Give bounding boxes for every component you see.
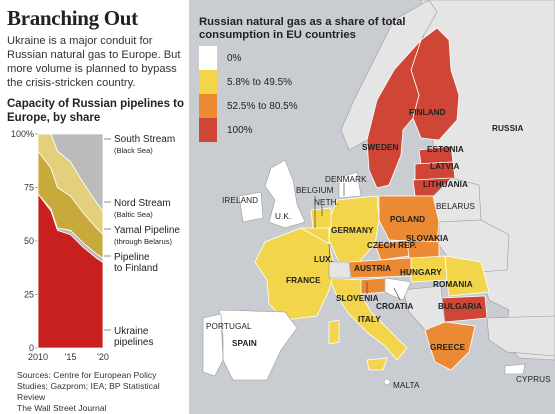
netherlands-shape [310,207,332,229]
y-axis-ticks: 100% 75 50 25 0 [11,129,38,353]
legend-label: 5.8% to 49.5% [227,76,293,88]
slovenia-shape [358,277,386,295]
label-slovenia: SLOVENIA [336,294,379,303]
croatia-shape [384,277,412,301]
label-neth: NETH. [314,198,340,207]
ireland-shape [238,191,264,223]
label-latvia: LATVIA [430,162,460,171]
label-czech: CZECH REP. [367,241,417,250]
label-malta: MALTA [393,381,420,390]
x-tick-label: '20 [97,352,109,362]
legend-label: 100% [227,124,253,136]
chart-areas [37,133,104,349]
legend-swatch [199,118,217,142]
greece-shape [424,321,476,371]
south-stream-label: South Stream [114,134,175,145]
label-germany: GERMANY [331,226,374,235]
romania-shape [444,255,490,297]
legend-swatch [199,46,217,70]
label-belgium: BELGIUM [296,186,334,195]
y-tick-label: 50 [24,236,34,246]
map-legend: 0% 5.8% to 49.5% 52.5% to 80.5% 100% [199,46,319,142]
lux-leader [328,243,331,259]
label-france: FRANCE [286,276,321,285]
spain-shape [218,309,298,381]
yamal-label: (through Belarus) [114,237,172,246]
x-tick-label: 2010 [28,352,48,362]
area-south-stream [38,133,104,213]
label-lux: LUX. [314,255,334,264]
france-shape [254,227,336,321]
croatia-leader [393,287,401,301]
turkey-shape [486,315,555,357]
finland-pipeline-label: to Finland [114,263,158,274]
label-russia: RUSSIA [492,124,524,133]
label-hungary: HUNGARY [400,268,442,277]
legend-label: 52.5% to 80.5% [227,100,298,112]
finland-pipeline-label: Pipeline [114,252,150,263]
x-tick-label: '15 [65,352,77,362]
left-panel: Branching Out Ukraine is a major conduit… [0,0,187,414]
label-sweden: SWEDEN [362,143,399,152]
label-finland: FINLAND [409,108,446,117]
label-italy: ITALY [358,315,381,324]
legend-swatch [199,94,217,118]
legend-label: 0% [227,52,242,64]
label-bulgaria: BULGARIA [438,302,483,311]
south-stream-label: (Black Sea) [114,146,153,155]
pipeline-share-chart: 100% 75 50 25 0 2010 '15 '20 South Stream(Blac… [11,129,180,362]
switzerland-shape [328,261,352,279]
y-tick-label: 0 [29,343,34,353]
map-legend-title: Russian natural gas as a share of total … [199,16,406,41]
y-tick-label: 100% [11,129,34,139]
legend-item-0: 0% [199,46,319,70]
label-slovakia: SLOVAKIA [406,234,449,243]
label-greece: GREECE [430,343,466,352]
legend-swatch [199,70,217,94]
ukraine-label: Ukraine [114,326,149,337]
label-cyprus: CYPRUS [516,375,551,384]
page-title: Branching Out [7,6,138,30]
label-estonia: ESTONIA [427,145,464,154]
series-labels: South Stream(Black Sea) Nord Stream(Balti… [104,134,180,348]
nord-stream-label: (Baltic Sea) [114,210,153,219]
cyprus-shape [504,363,526,375]
label-croatia: CROATIA [376,302,414,311]
label-romania: ROMANIA [433,280,473,289]
label-belarus: BELARUS [436,202,475,211]
legend-item-3: 100% [199,118,319,142]
uk-shape [264,159,306,229]
nord-stream-label: Nord Stream [114,198,171,209]
x-axis-ticks: 2010 '15 '20 [28,352,109,362]
sources-note: Sources: Centre for European Policy Stud… [17,370,160,413]
label-ireland: IRELAND [222,196,259,205]
sicily-shape [366,357,388,371]
label-spain: SPAIN [232,339,257,348]
label-lithuania: LITHUANIA [423,180,469,189]
sweden-shape [366,39,422,189]
legend-item-2: 52.5% to 80.5% [199,94,319,118]
legend-item-1: 5.8% to 49.5% [199,70,319,94]
y-tick-label: 75 [24,183,34,193]
y-tick-label: 25 [24,290,34,300]
ukraine-label: pipelines [114,337,153,348]
intro-text: Ukraine is a major conduit for Russian n… [7,35,181,89]
label-uk: U.K. [275,212,292,221]
portugal-shape [202,313,224,377]
europe-map [189,0,555,414]
label-austria: AUSTRIA [354,264,392,273]
denmark-shape [338,171,362,199]
chart-title: Capacity of Russian pipelines to Europe,… [7,98,185,124]
label-portugal: PORTUGAL [206,322,252,331]
label-poland: POLAND [390,215,426,224]
yamal-label: Yamal Pipeline [114,225,180,236]
sardinia-shape [328,319,340,345]
label-denmark: DENMARK [325,175,367,184]
italy-shape [328,277,408,361]
malta-shape [383,378,391,386]
map-svg [189,0,555,414]
latvia-shape [414,161,456,181]
